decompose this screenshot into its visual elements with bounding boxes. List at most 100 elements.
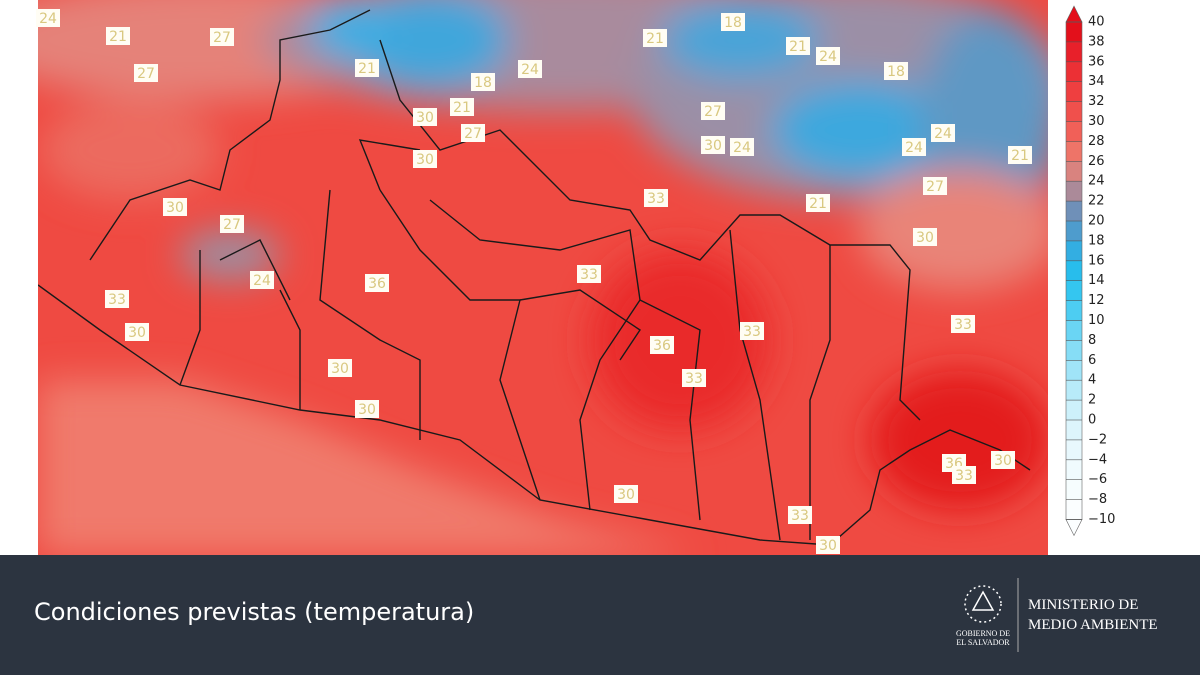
contour-label: 36 [368,276,386,292]
contour-label: 24 [733,140,751,156]
tick-label: −4 [1088,452,1107,467]
label-box [328,359,352,377]
label-box [125,323,149,341]
contour-label: 24 [934,126,952,142]
label-box [471,73,495,91]
tick-label: 0 [1088,413,1096,428]
label-box [365,274,389,292]
tick-label: 26 [1088,154,1105,169]
label-box [884,62,908,80]
contour-label: 30 [128,325,146,341]
label-box [413,108,437,126]
color-band [1066,221,1082,242]
label-box [36,9,60,27]
tick-label: 16 [1088,253,1105,268]
label-box [355,400,379,418]
color-band [1066,479,1082,501]
color-band [1066,161,1082,182]
contour-label: 33 [580,267,598,283]
label-box [134,64,158,82]
contour-label: 21 [109,29,127,45]
contour-label: 33 [743,324,761,340]
contour-label: 30 [331,361,349,377]
tick-label: 20 [1088,214,1105,229]
footer-title: Condiciones previstas (temperatura) [34,598,474,626]
color-band [1066,340,1082,361]
color-band [1066,121,1082,142]
contour-label: 21 [646,31,664,47]
label-box [105,290,129,308]
label-box [355,59,379,77]
color-band [1066,459,1082,481]
contour-label: 27 [926,179,944,195]
contour-label: 24 [905,140,923,156]
label-box [816,47,840,65]
contour-label: 21 [789,39,807,55]
tick-label: 24 [1088,174,1105,189]
temperature-map [38,0,1048,555]
color-band [1066,439,1082,461]
contour-label: 30 [704,138,722,154]
label-box [788,506,812,524]
contour-label: 21 [453,100,471,116]
color-band [1066,400,1082,421]
contour-label: 33 [955,468,973,484]
label-box [577,265,601,283]
government-line: EL SALVADOR [956,638,1010,647]
label-box [106,27,130,45]
color-band [1066,141,1082,162]
tick-label: −2 [1088,432,1107,447]
label-box [951,315,975,333]
contour-label: 21 [1011,148,1029,164]
tick-label: 6 [1088,353,1096,368]
label-box [650,336,674,354]
label-box [450,98,474,116]
label-box [614,485,638,503]
label-box [644,189,668,207]
tick-label: 22 [1088,194,1105,209]
color-band [1066,420,1082,441]
color-band [1066,201,1082,222]
tick-label: 8 [1088,333,1096,348]
contour-label: 27 [137,66,155,82]
label-box [220,215,244,233]
label-box [461,124,485,142]
tick-label: 18 [1088,233,1105,248]
contour-label: 30 [916,230,934,246]
color-band [1066,320,1082,341]
label-box [952,466,976,484]
contour-label: 30 [358,402,376,418]
contour-label: 36 [653,338,671,354]
ministry-line: MEDIO AMBIENTE [1028,617,1158,633]
contour-label: 30 [416,110,434,126]
contour-label: 21 [358,61,376,77]
government-emblem: GOBIERNO DE EL SALVADOR [956,585,1010,647]
contour-label: 30 [416,152,434,168]
label-box [701,136,725,154]
contour-label: 30 [617,487,635,503]
label-box [413,150,437,168]
label-box [806,194,830,212]
color-band [1066,260,1082,282]
color-band [1066,41,1082,63]
tick-label: 34 [1088,74,1105,89]
color-band [1066,181,1082,202]
ministry-line: MINISTERIO DE [1028,597,1138,613]
colorbar-arrow-top [1065,5,1083,23]
label-box [931,124,955,142]
label-box [786,37,810,55]
footer-bar [0,555,1200,675]
tick-label: −6 [1088,472,1107,487]
tick-label: −8 [1088,492,1107,507]
color-band [1066,61,1082,83]
government-line: GOBIERNO DE [956,629,1010,638]
contour-label: 18 [474,75,492,91]
label-box [991,451,1015,469]
label-box [210,28,234,46]
label-box [682,369,706,387]
label-box [721,13,745,31]
contour-label: 33 [954,317,972,333]
contour-label: 33 [685,371,703,387]
contour-label: 24 [819,49,837,65]
